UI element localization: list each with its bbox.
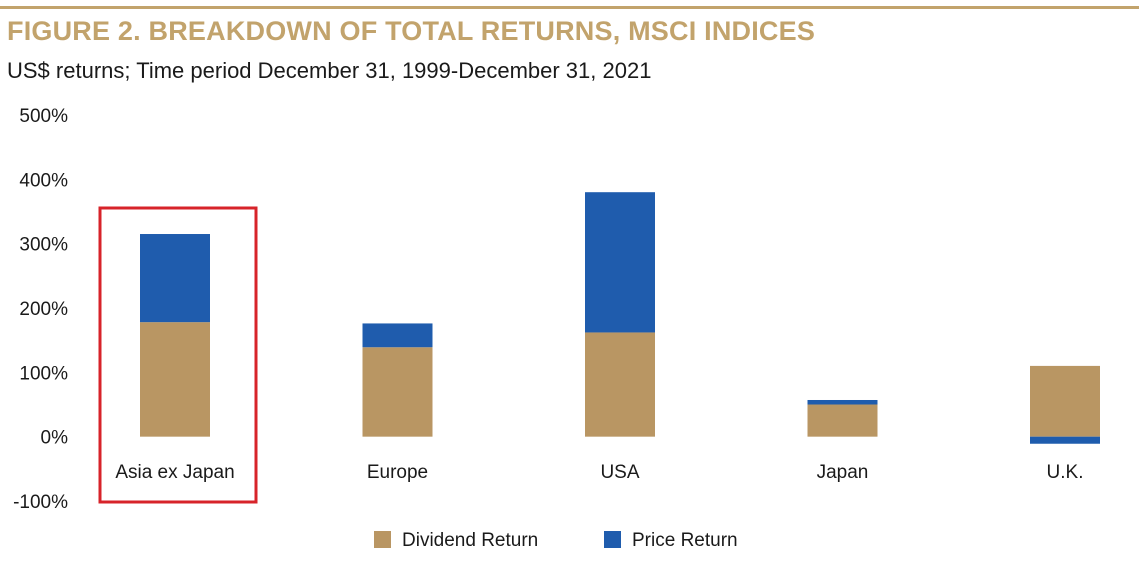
bar-usa-dividend-return [585, 332, 655, 437]
bar-usa-price-return [585, 192, 655, 333]
category-label: Europe [367, 462, 428, 483]
bar-asia-ex-japan-dividend-return [140, 322, 210, 437]
y-axis: -100% 0% 100% 200% 300% 400% 500% [13, 106, 68, 513]
legend: Dividend Return Price Return [374, 530, 738, 551]
bar-japan-price-return [807, 399, 878, 405]
category-label: Asia ex Japan [115, 462, 234, 483]
legend-label-price-return: Price Return [632, 530, 738, 551]
chart-subtitle: US$ returns; Time period December 31, 19… [7, 58, 652, 83]
y-tick-label: 200% [19, 299, 68, 320]
category-labels: Asia ex Japan Europe USA Japan U.K. [115, 462, 1083, 483]
bars [140, 192, 1100, 444]
y-tick-label: 0% [41, 428, 69, 449]
legend-swatch-price-return [604, 531, 621, 548]
bar-asia-ex-japan-price-return [140, 234, 210, 323]
y-tick-label: -100% [13, 492, 68, 513]
top-rule [0, 6, 1139, 9]
y-tick-label: 500% [19, 106, 68, 127]
highlight-box-rect [98, 206, 258, 504]
y-tick-label: 300% [19, 235, 68, 256]
y-tick-label: 400% [19, 170, 68, 191]
highlight-box [98, 206, 258, 504]
category-label: USA [600, 462, 639, 483]
y-tick-label: 100% [19, 363, 68, 384]
bar-europe-dividend-return [362, 347, 433, 437]
legend-label-dividend-return: Dividend Return [402, 530, 538, 551]
bar-europe-price-return [362, 323, 433, 348]
category-label: U.K. [1047, 462, 1084, 483]
bar-u-k-dividend-return [1030, 365, 1100, 437]
bar-japan-dividend-return [807, 404, 878, 437]
legend-swatch-dividend-return [374, 531, 391, 548]
chart-title: FIGURE 2. BREAKDOWN OF TOTAL RETURNS, MS… [7, 16, 816, 46]
bar-u-k-price-return [1030, 436, 1100, 444]
category-label: Japan [817, 462, 869, 483]
